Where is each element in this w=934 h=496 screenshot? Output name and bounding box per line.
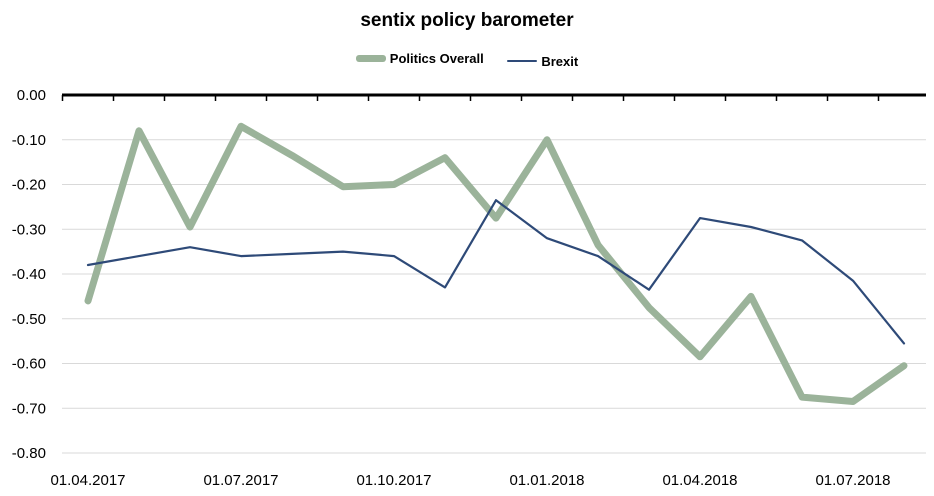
legend-swatch-brexit xyxy=(507,60,538,62)
series-line-politics-overall xyxy=(84,122,908,405)
y-tick-label: 0.00 xyxy=(17,87,46,104)
y-tick-label: -0.70 xyxy=(12,400,46,417)
legend-swatch-politics-overall xyxy=(355,55,386,62)
series-line-brexit xyxy=(86,199,906,345)
x-tick-label: 01.04.2018 xyxy=(662,472,737,489)
x-tick-label: 01.10.2017 xyxy=(356,472,431,489)
x-tick-label: 01.01.2018 xyxy=(509,472,584,489)
y-tick-label: -0.60 xyxy=(12,356,46,373)
y-tick-label: -0.30 xyxy=(12,221,46,238)
x-tick-label: 01.07.2018 xyxy=(815,472,890,489)
legend-label-brexit: Brexit xyxy=(541,53,579,69)
legend-item-politics-overall: Politics Overall xyxy=(355,51,484,66)
legend: Politics Overall Brexit xyxy=(0,50,934,69)
x-tick-label: 01.07.2017 xyxy=(203,472,278,489)
y-tick-label: -0.80 xyxy=(12,445,46,462)
y-tick-label: -0.20 xyxy=(12,177,46,194)
chart-title: sentix policy barometer xyxy=(360,10,574,31)
y-tick-label: -0.50 xyxy=(12,311,46,328)
y-tick-label: -0.40 xyxy=(12,266,46,283)
y-tick-label: -0.10 xyxy=(12,132,46,149)
legend-label-politics-overall: Politics Overall xyxy=(389,51,484,66)
legend-item-brexit: Brexit xyxy=(507,54,578,69)
x-tick-label: 01.04.2017 xyxy=(50,472,125,489)
